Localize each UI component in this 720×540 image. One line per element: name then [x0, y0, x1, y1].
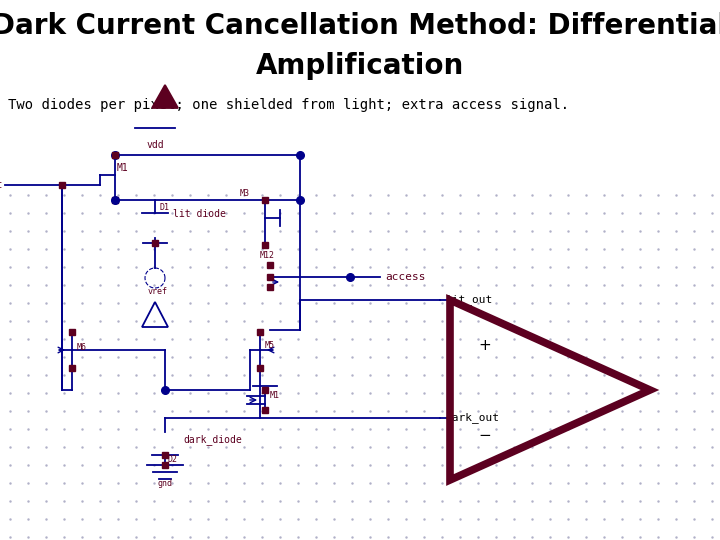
Text: D2: D2 — [168, 455, 178, 463]
Text: −: − — [479, 428, 491, 442]
Text: M12: M12 — [260, 251, 275, 260]
Text: M5: M5 — [265, 341, 275, 349]
Text: M6: M6 — [77, 342, 87, 352]
Text: vdd: vdd — [146, 140, 164, 150]
Text: reset: reset — [0, 180, 3, 190]
Text: M3: M3 — [240, 188, 250, 198]
Text: D1: D1 — [160, 202, 170, 212]
Text: M1: M1 — [270, 390, 280, 400]
Text: dark_diode: dark_diode — [183, 435, 242, 446]
Text: Amplification: Amplification — [256, 52, 464, 80]
Text: lit diode: lit diode — [173, 209, 226, 219]
Text: Two diodes per pixel; one shielded from light; extra access signal.: Two diodes per pixel; one shielded from … — [8, 98, 569, 112]
Text: dark_out: dark_out — [445, 413, 499, 423]
Text: M1: M1 — [117, 163, 129, 173]
Text: gnd: gnd — [158, 478, 173, 488]
Text: Dark Current Cancellation Method: Differential: Dark Current Cancellation Method: Differ… — [0, 12, 720, 40]
Text: lit_out: lit_out — [445, 294, 492, 306]
Text: vref: vref — [148, 287, 168, 296]
Text: access: access — [385, 272, 426, 282]
Text: +: + — [479, 338, 491, 353]
Polygon shape — [152, 85, 178, 108]
